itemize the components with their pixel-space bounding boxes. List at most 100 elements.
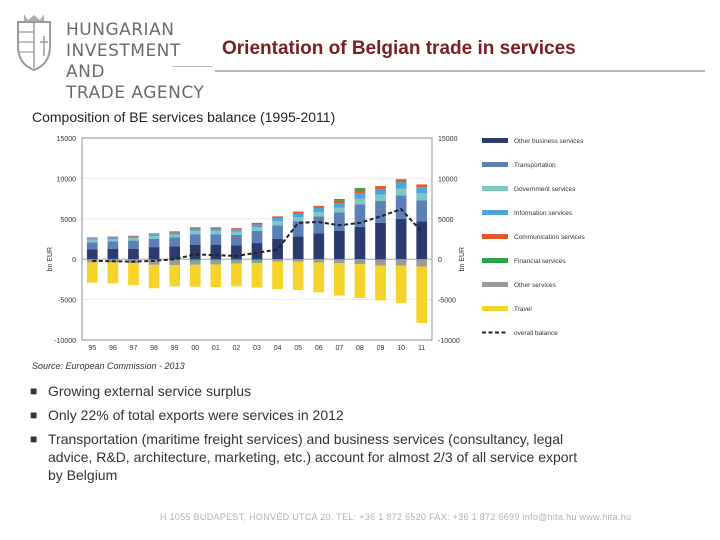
bar-segment-travel — [210, 264, 222, 288]
bar-segment-communication — [272, 216, 283, 218]
bar-segment-financial — [169, 259, 180, 261]
bar-segment-transportation — [128, 240, 139, 249]
agency-name: HUNGARIAN INVESTMENT AND TRADE AGENCY — [66, 20, 208, 104]
bar-segment-other_business — [416, 221, 428, 260]
bar-segment-other_business — [86, 249, 98, 260]
bar-segment-travel — [416, 266, 428, 324]
bar-segment-information — [231, 229, 242, 232]
bar-segment-other_business — [128, 248, 139, 260]
bar-segment-transportation — [210, 234, 222, 245]
bar-segment-communication — [354, 190, 366, 194]
bar-segment-government — [251, 227, 263, 231]
bar-segment-transportation — [148, 239, 160, 248]
bar-segment-financial — [334, 199, 345, 201]
bar-segment-information — [354, 193, 366, 199]
bar-segment-transportation — [375, 201, 386, 223]
bar-segment-travel — [375, 265, 386, 301]
y-tick-label-left: -5000 — [58, 298, 76, 305]
bar-segment-communication — [107, 236, 119, 238]
bar-segment-travel — [334, 263, 345, 296]
plot-frame — [81, 137, 433, 341]
bar-segment-other_business — [334, 230, 345, 260]
bar-segment-financial — [375, 259, 386, 261]
bar-segment-other_business — [169, 246, 180, 260]
legend-label-government: Government services — [514, 186, 576, 193]
bar-segment-transportation — [107, 241, 119, 249]
bar-segment-financial — [231, 259, 242, 261]
bar-segment-government — [354, 198, 366, 205]
y-tick-label-right: 15000 — [438, 136, 458, 143]
bar-segment-travel — [189, 264, 201, 287]
bar-segment-financial — [189, 259, 201, 261]
bullet-text: Growing external service surplus — [48, 383, 252, 399]
bar-segment-government — [210, 230, 222, 235]
bar-segment-government — [313, 211, 325, 217]
y-tick-label-left: 10000 — [57, 176, 77, 183]
bar-segment-other — [375, 260, 386, 266]
bar-segment-other_business — [148, 247, 160, 260]
bullet-item: ■ Only 22% of total exports were services… — [30, 406, 590, 424]
bar-segment-travel — [354, 264, 366, 298]
bar-segment-information — [416, 187, 428, 194]
x-tick-label: 98 — [150, 345, 158, 352]
bar-segment-other — [313, 259, 325, 263]
x-tick-label: 96 — [109, 345, 117, 352]
bar-segment-communication — [210, 227, 222, 229]
bar-segment-communication — [395, 179, 407, 183]
bar-segment-communication — [86, 237, 98, 239]
bar-segment-other_business — [231, 245, 242, 260]
bar-segment-other — [416, 259, 428, 267]
overall-balance-line — [92, 207, 423, 263]
x-tick-label: 07 — [335, 345, 343, 352]
bar-segment-other_business — [189, 244, 201, 260]
y-axis-label-left: bn EUR — [47, 247, 54, 272]
header-divider — [215, 70, 705, 72]
bar-segment-government — [231, 231, 242, 235]
bar-segment-information — [251, 224, 263, 228]
bar-segment-other — [148, 260, 160, 265]
bar-segment-transportation — [169, 237, 180, 247]
bar-segment-transportation — [313, 216, 325, 234]
bar-segment-other — [395, 259, 407, 266]
bar-segment-travel — [231, 263, 242, 287]
services-balance-chart: -10000 -10000 -5000 -5000 0 0 5000 5000 10000 100… — [20, 128, 620, 356]
bar-segment-information — [313, 207, 325, 212]
bar-segment-travel — [86, 262, 98, 283]
bar-segment-other_business — [354, 226, 366, 260]
legend-label-other_business: Other business services — [514, 138, 584, 145]
y-tick-label-right: 5000 — [438, 217, 454, 224]
chart-source: Source: European Commission - 2013 — [32, 361, 185, 371]
legend-swatch-other_business — [482, 138, 508, 143]
bar-segment-communication — [231, 228, 242, 230]
bar-segment-government — [169, 234, 180, 238]
bar-segment-information — [128, 236, 139, 239]
bar-segment-other_business — [395, 218, 407, 260]
bar-segment-government — [189, 230, 201, 235]
x-tick-label: 99 — [171, 345, 179, 352]
x-tick-label: 97 — [130, 345, 138, 352]
bar-segment-other — [210, 260, 222, 265]
legend-swatch-government — [482, 186, 508, 191]
x-tick-label: 95 — [88, 345, 96, 352]
legend-label-information: Information services — [514, 210, 573, 217]
bar-segment-information — [107, 237, 119, 239]
x-tick-label: 01 — [212, 345, 220, 352]
bullet-text: Transportation (maritime freight service… — [48, 431, 578, 483]
bar-segment-information — [272, 217, 283, 222]
bar-segment-other — [334, 259, 345, 264]
bullet-icon: ■ — [30, 408, 38, 422]
bar-segment-travel — [169, 265, 180, 287]
legend-swatch-communication — [482, 234, 508, 239]
bar-segment-financial — [354, 188, 366, 191]
y-tick-label-left: 5000 — [60, 217, 76, 224]
x-tick-label: 04 — [274, 345, 282, 352]
bar-segment-communication — [189, 227, 201, 229]
slide-title: Orientation of Belgian trade in services — [222, 38, 576, 59]
bullet-icon: ■ — [30, 432, 38, 446]
legend-label-transportation: Transportation — [514, 162, 556, 169]
bar-segment-communication — [334, 200, 345, 204]
bar-segment-other_business — [292, 236, 304, 260]
bar-segment-travel — [107, 262, 119, 284]
